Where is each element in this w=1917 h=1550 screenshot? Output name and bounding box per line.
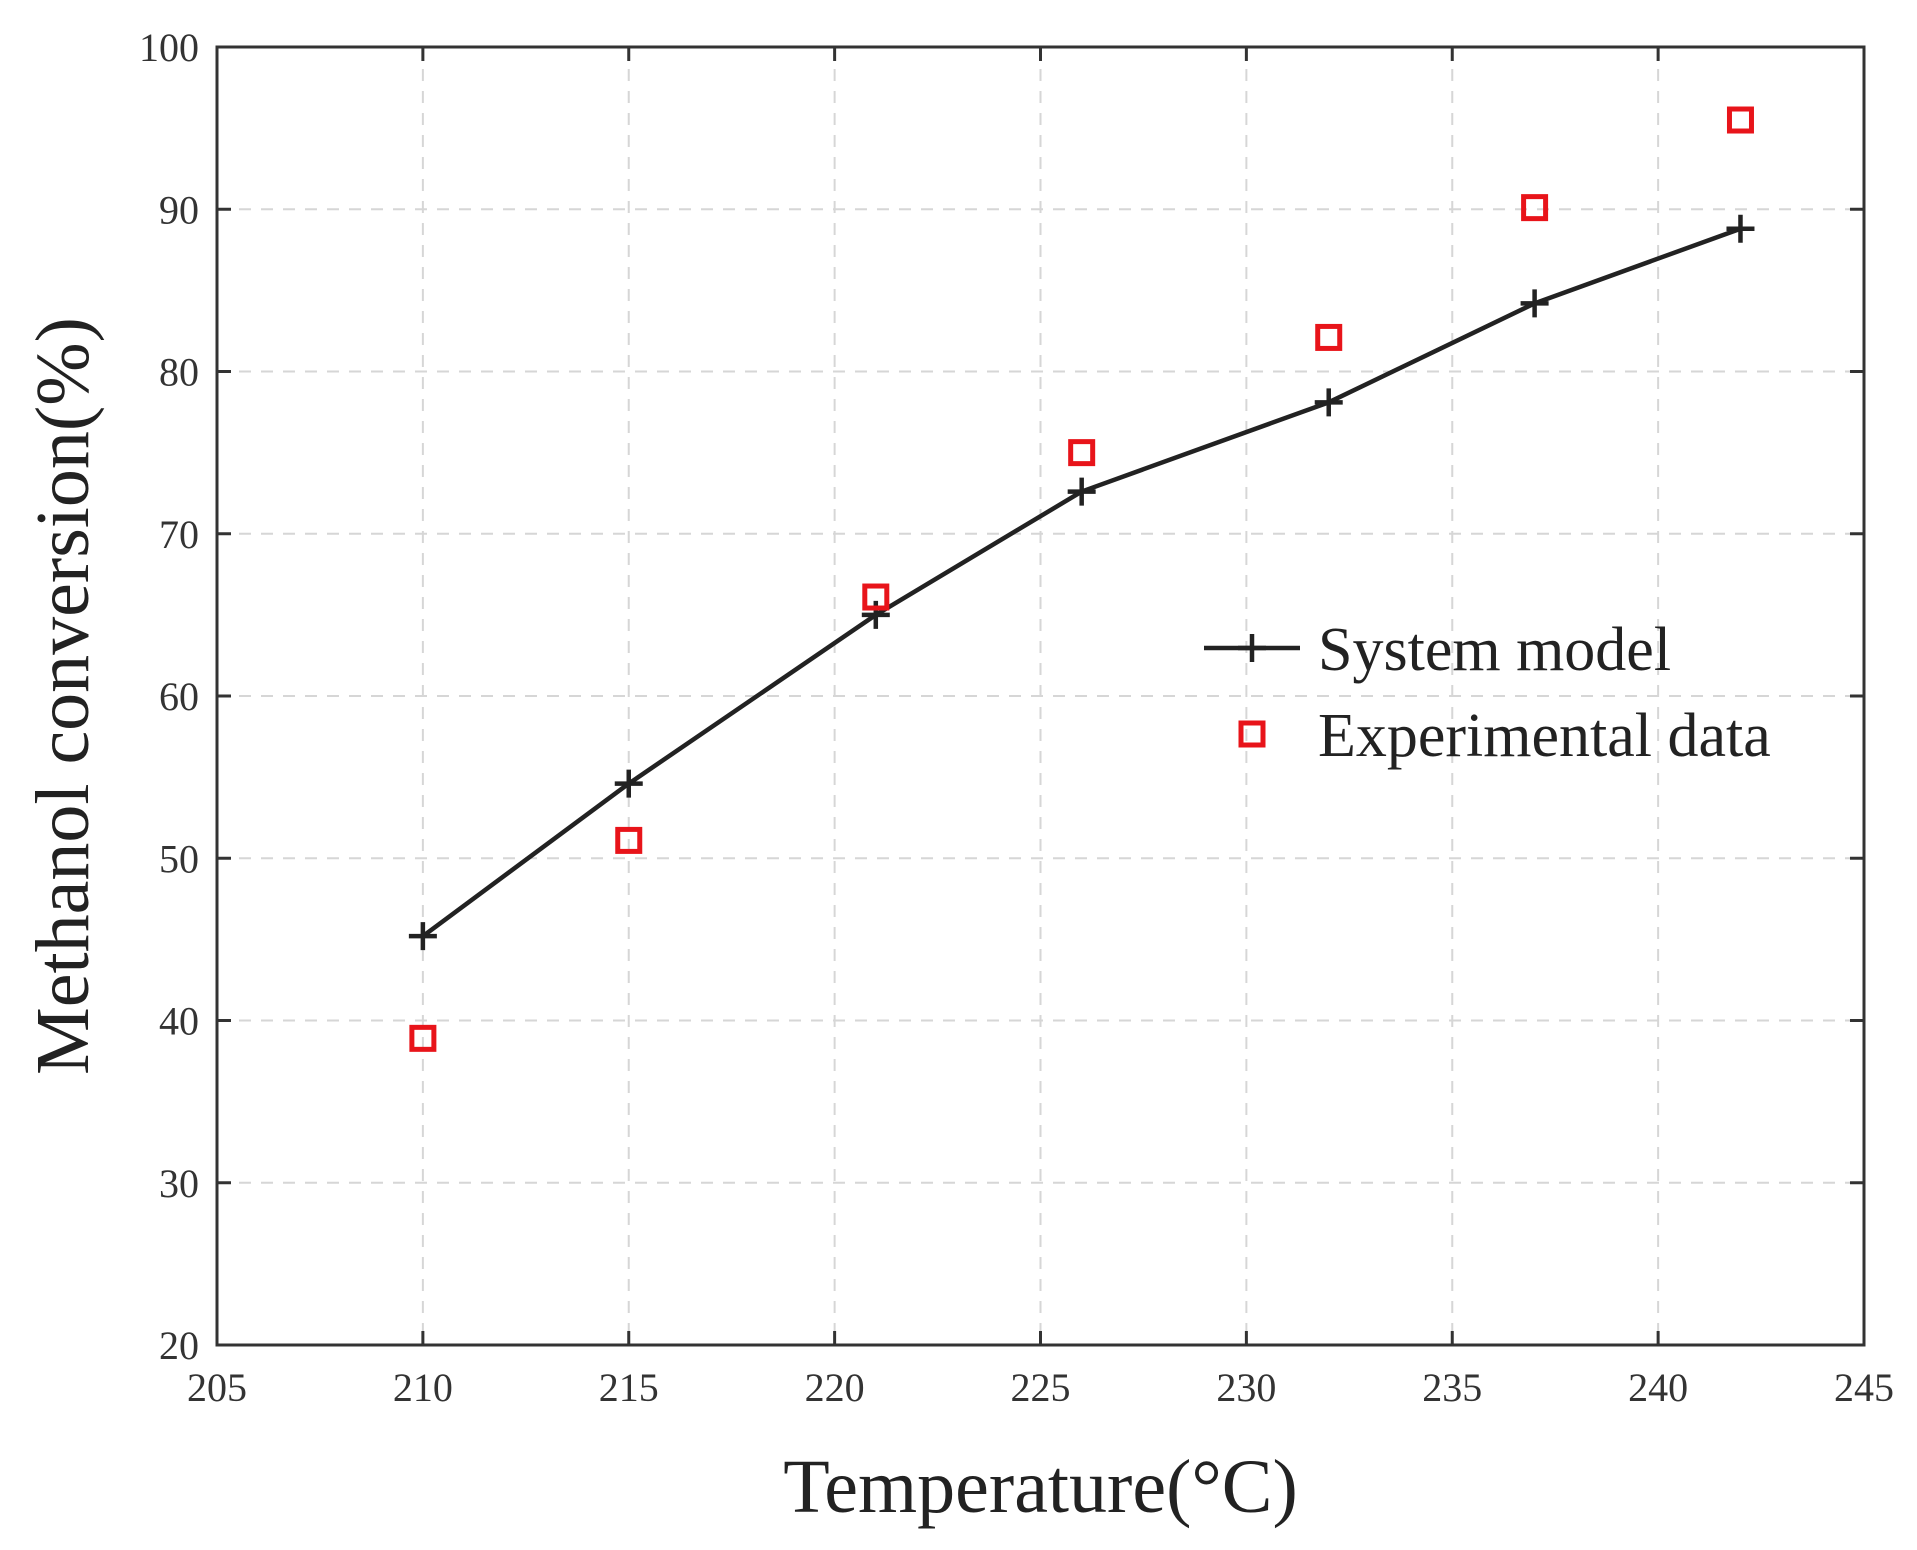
system-model-point xyxy=(1067,477,1096,506)
legend-label: Experimental data xyxy=(1318,702,1771,770)
y-tick-label: 60 xyxy=(159,674,199,719)
experimental-data-point xyxy=(1521,194,1549,222)
legend-label: System model xyxy=(1318,616,1671,684)
legend-marker-system-model xyxy=(1238,634,1266,662)
experimental-data-point xyxy=(1068,439,1096,467)
x-tick-label: 220 xyxy=(805,1365,865,1410)
y-tick-label: 80 xyxy=(159,350,199,395)
x-tick-label: 230 xyxy=(1216,1365,1276,1410)
y-tick-label: 40 xyxy=(159,999,199,1044)
y-tick-label: 100 xyxy=(139,25,199,70)
system-model-point xyxy=(614,769,643,798)
x-tick-labels: 205 210 215 220 225 230 235 240 245 xyxy=(187,1365,1894,1410)
y-tick-label: 20 xyxy=(159,1323,199,1368)
experimental-data-point xyxy=(1315,323,1343,351)
x-tick-label: 205 xyxy=(187,1365,247,1410)
y-tick-label: 30 xyxy=(159,1161,199,1206)
system-model-point xyxy=(1520,289,1549,318)
experimental-data-point xyxy=(1726,106,1754,134)
series-layer xyxy=(408,106,1755,1052)
x-tick-label: 210 xyxy=(393,1365,453,1410)
experimental-data-point xyxy=(615,826,643,854)
experimental-data-point xyxy=(409,1024,437,1052)
x-tick-label: 240 xyxy=(1628,1365,1688,1410)
legend-marker-experimental-data xyxy=(1238,720,1266,748)
x-tick-label: 245 xyxy=(1834,1365,1894,1410)
series-system-model xyxy=(408,214,1755,951)
axis-ticks xyxy=(215,45,1866,1347)
experimental-data-point xyxy=(862,583,890,611)
system-model-point xyxy=(1314,388,1343,417)
y-tick-label: 90 xyxy=(159,187,199,232)
y-axis-title: Methanol conversion(%) xyxy=(21,317,105,1075)
system-model-point xyxy=(408,922,437,951)
x-axis-title: Temperature(°C) xyxy=(783,1445,1298,1529)
y-tick-label: 70 xyxy=(159,512,199,557)
x-tick-label: 225 xyxy=(1011,1365,1071,1410)
x-tick-label: 235 xyxy=(1422,1365,1482,1410)
grid xyxy=(217,47,1864,1345)
series-experimental-data xyxy=(409,106,1754,1052)
legend: System model Experimental data xyxy=(1204,616,1771,770)
system-model-point xyxy=(1726,214,1755,243)
y-tick-label: 50 xyxy=(159,836,199,881)
x-tick-label: 215 xyxy=(599,1365,659,1410)
y-tick-labels: 20 30 40 50 60 70 80 90 100 xyxy=(139,25,199,1368)
